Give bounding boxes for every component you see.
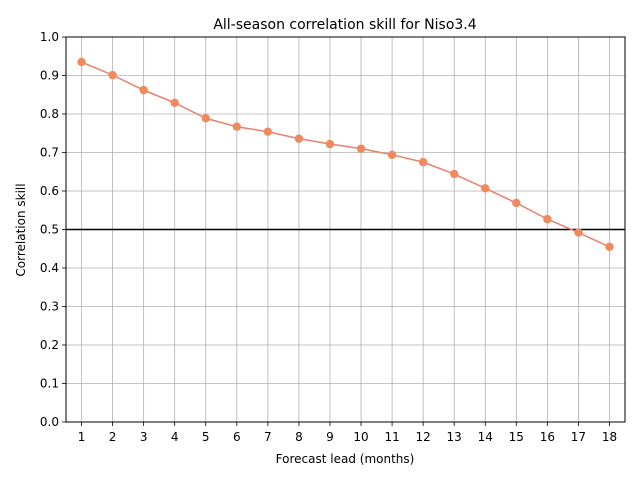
data-point <box>139 85 148 95</box>
series-line <box>81 61 610 248</box>
data-point <box>77 57 86 67</box>
y-tick-label: 0.2 <box>40 338 59 352</box>
y-tick-label: 0.0 <box>40 415 59 429</box>
x-tick-label: 12 <box>415 430 430 444</box>
x-axis-ticks: 1 2 3 4 5 6 7 8 9 10 11 12 13 14 15 16 17 18 <box>78 422 617 444</box>
data-point <box>574 228 583 237</box>
data-point <box>356 144 366 153</box>
series-layer <box>77 57 614 252</box>
x-tick-label: 8 <box>295 430 303 444</box>
data-point <box>294 134 304 143</box>
data-point <box>263 127 273 136</box>
x-tick-label: 18 <box>602 430 617 444</box>
x-tick-label: 15 <box>509 430 524 444</box>
x-tick-label: 13 <box>447 430 462 444</box>
data-point <box>543 214 552 224</box>
x-tick-label: 14 <box>478 430 493 444</box>
x-tick-label: 11 <box>384 430 399 444</box>
y-tick-label: 0.3 <box>40 300 59 314</box>
x-tick-label: 7 <box>264 430 272 444</box>
data-point <box>512 198 521 208</box>
y-tick-label: 0.7 <box>40 146 59 160</box>
data-point <box>418 157 428 167</box>
x-tick-label: 2 <box>109 430 117 444</box>
data-point <box>325 139 335 149</box>
x-tick-label: 17 <box>571 430 586 444</box>
data-point <box>170 98 179 108</box>
x-tick-label: 10 <box>353 430 368 444</box>
y-tick-label: 0.9 <box>40 69 59 83</box>
chart-title: All-season correlation skill for Niso3.4 <box>213 17 476 33</box>
y-tick-label: 0.5 <box>40 223 59 237</box>
data-point <box>108 70 117 80</box>
x-tick-label: 16 <box>540 430 555 444</box>
x-tick-label: 3 <box>140 430 148 444</box>
data-point <box>605 242 614 252</box>
y-axis-ticks: 0.0 0.1 0.2 0.3 0.4 0.5 0.6 0.7 0.8 0.9 1.0 <box>40 30 66 429</box>
y-tick-label: 0.4 <box>40 261 59 275</box>
data-point <box>481 184 490 193</box>
y-tick-label: 0.1 <box>40 377 59 391</box>
y-tick-label: 0.6 <box>40 184 59 198</box>
y-axis-label: Correlation skill <box>14 183 28 276</box>
x-tick-label: 1 <box>78 430 86 444</box>
x-tick-label: 6 <box>233 430 241 444</box>
x-axis-label: Forecast lead (months) <box>276 452 415 466</box>
data-point <box>232 122 242 131</box>
data-point <box>449 169 459 179</box>
data-point <box>201 114 210 123</box>
data-point <box>387 150 397 160</box>
x-tick-label: 4 <box>171 430 179 444</box>
x-tick-label: 9 <box>326 430 334 444</box>
y-tick-label: 1.0 <box>40 30 59 44</box>
y-tick-label: 0.8 <box>40 107 59 121</box>
x-tick-label: 5 <box>202 430 210 444</box>
